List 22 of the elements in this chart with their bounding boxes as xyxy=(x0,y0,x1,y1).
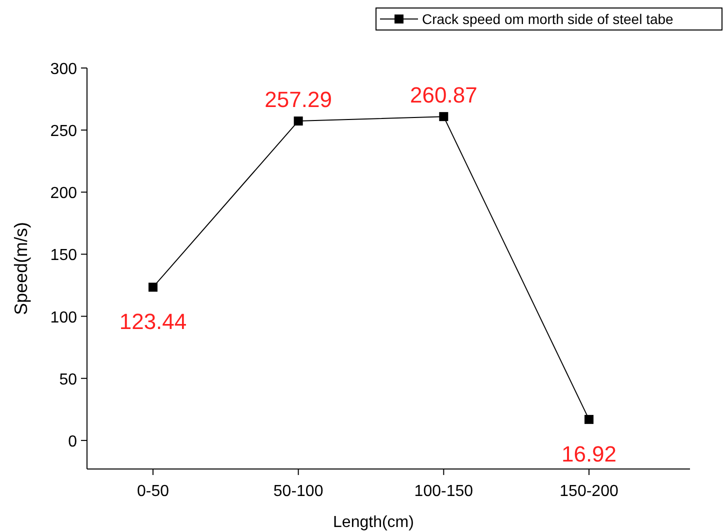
data-label: 123.44 xyxy=(119,309,187,334)
point xyxy=(148,282,158,292)
data-label: 257.29 xyxy=(264,87,332,112)
x-tick-label: 0-50 xyxy=(136,483,170,500)
x-axis-title: Length(cm) xyxy=(333,514,414,531)
y-tick-label: 200 xyxy=(50,185,78,202)
point xyxy=(439,112,448,122)
y-axis-title: Speed(m/s) xyxy=(11,222,31,316)
y-tick-label: 100 xyxy=(50,309,78,326)
x-tick-label: 100-150 xyxy=(414,483,474,500)
point xyxy=(294,116,303,126)
y-tick-label: 50 xyxy=(59,371,78,388)
data-label: 16.92 xyxy=(561,441,617,466)
y-tick-label: 0 xyxy=(68,433,78,450)
point xyxy=(584,414,594,424)
y-tick-label: 250 xyxy=(50,123,78,140)
x-tick-label: 150-200 xyxy=(560,483,618,500)
x-tick-label: 50-100 xyxy=(273,483,324,500)
y-tick-label: 300 xyxy=(50,61,78,78)
legend-label: Crack speed om morth side of steel tabe xyxy=(422,11,674,27)
data-label: 260.87 xyxy=(410,82,478,108)
y-tick-label: 150 xyxy=(50,247,78,264)
